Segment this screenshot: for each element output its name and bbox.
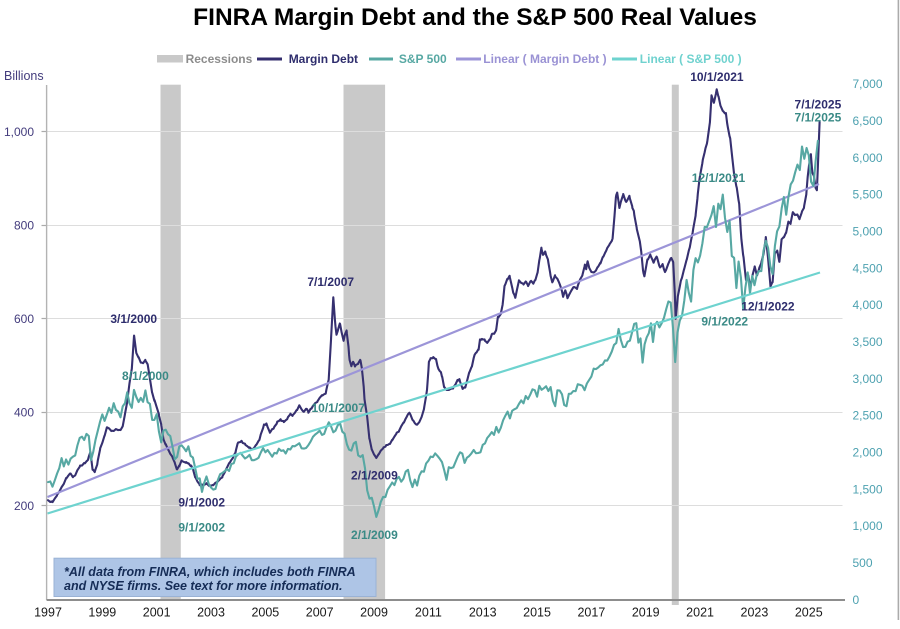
svg-text:2017: 2017 bbox=[577, 605, 605, 619]
svg-text:9/1/2002: 9/1/2002 bbox=[178, 496, 225, 510]
svg-text:2009: 2009 bbox=[360, 605, 388, 619]
svg-text:7/1/2007: 7/1/2007 bbox=[307, 275, 354, 289]
svg-text:FINRA Margin Debt and the S&P: FINRA Margin Debt and the S&P 500 Real V… bbox=[193, 4, 757, 31]
svg-text:200: 200 bbox=[14, 499, 34, 513]
svg-text:12/1/2022: 12/1/2022 bbox=[741, 299, 795, 313]
svg-text:Margin Debt: Margin Debt bbox=[289, 52, 358, 66]
svg-text:2007: 2007 bbox=[306, 605, 334, 619]
svg-text:7/1/2025: 7/1/2025 bbox=[795, 98, 842, 112]
svg-text:4,500: 4,500 bbox=[853, 261, 883, 275]
svg-text:*All data from FINRA, which in: *All data from FINRA, which includes bot… bbox=[64, 565, 356, 579]
svg-text:2001: 2001 bbox=[143, 605, 171, 619]
svg-text:2025: 2025 bbox=[795, 605, 823, 619]
svg-text:2023: 2023 bbox=[741, 605, 769, 619]
svg-text:2003: 2003 bbox=[197, 605, 225, 619]
svg-text:S&P 500: S&P 500 bbox=[399, 52, 447, 66]
svg-text:7,000: 7,000 bbox=[853, 77, 883, 91]
svg-text:2011: 2011 bbox=[415, 605, 442, 619]
svg-text:7/1/2025: 7/1/2025 bbox=[795, 111, 842, 125]
svg-text:Linear ( Margin Debt ): Linear ( Margin Debt ) bbox=[483, 52, 606, 66]
svg-text:6,500: 6,500 bbox=[853, 114, 883, 128]
svg-text:2021: 2021 bbox=[686, 605, 714, 619]
svg-text:2,000: 2,000 bbox=[853, 446, 883, 460]
svg-text:400: 400 bbox=[14, 406, 34, 420]
svg-text:3/1/2000: 3/1/2000 bbox=[110, 312, 157, 326]
svg-text:3,500: 3,500 bbox=[853, 335, 883, 349]
svg-text:12/1/2021: 12/1/2021 bbox=[692, 171, 746, 185]
svg-text:0: 0 bbox=[853, 593, 860, 607]
svg-text:9/1/2002: 9/1/2002 bbox=[178, 520, 225, 534]
svg-text:2/1/2009: 2/1/2009 bbox=[351, 468, 398, 482]
svg-text:5,000: 5,000 bbox=[853, 225, 883, 239]
svg-text:2005: 2005 bbox=[251, 605, 279, 619]
svg-text:1,500: 1,500 bbox=[853, 482, 883, 496]
svg-text:4,000: 4,000 bbox=[853, 298, 883, 312]
svg-text:Linear ( S&P 500 ): Linear ( S&P 500 ) bbox=[640, 52, 742, 66]
svg-text:Recessions: Recessions bbox=[186, 52, 253, 66]
svg-text:6,000: 6,000 bbox=[853, 151, 883, 165]
svg-text:800: 800 bbox=[14, 219, 34, 233]
svg-text:2015: 2015 bbox=[523, 605, 551, 619]
svg-text:1997: 1997 bbox=[34, 605, 62, 619]
svg-text:2013: 2013 bbox=[469, 605, 497, 619]
svg-text:9/1/2022: 9/1/2022 bbox=[701, 315, 748, 329]
svg-text:2,500: 2,500 bbox=[853, 409, 883, 423]
svg-text:10/1/2007: 10/1/2007 bbox=[312, 401, 366, 415]
svg-text:3,000: 3,000 bbox=[853, 372, 883, 386]
svg-text:2019: 2019 bbox=[632, 605, 660, 619]
svg-text:10/1/2021: 10/1/2021 bbox=[690, 70, 744, 84]
svg-text:1,000: 1,000 bbox=[4, 125, 34, 139]
svg-text:5,500: 5,500 bbox=[853, 188, 883, 202]
svg-text:500: 500 bbox=[853, 556, 873, 570]
svg-text:and NYSE firms. See text for m: and NYSE firms. See text for more inform… bbox=[64, 579, 343, 593]
svg-text:1999: 1999 bbox=[88, 605, 116, 619]
svg-text:8/1/2000: 8/1/2000 bbox=[122, 369, 169, 383]
svg-text:600: 600 bbox=[14, 312, 34, 326]
svg-text:Billions: Billions bbox=[4, 69, 44, 83]
svg-text:2/1/2009: 2/1/2009 bbox=[351, 528, 398, 542]
svg-text:1,000: 1,000 bbox=[853, 519, 883, 533]
